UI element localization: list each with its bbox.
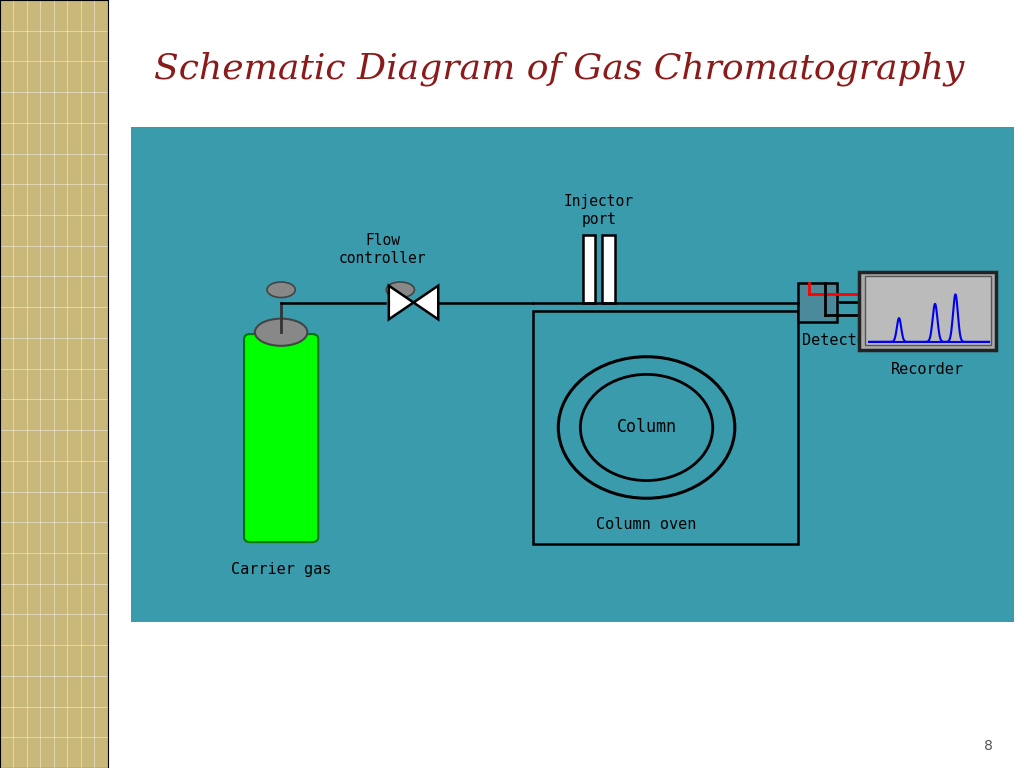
Bar bbox=[859, 272, 996, 349]
Text: Carrier gas: Carrier gas bbox=[231, 562, 332, 577]
Ellipse shape bbox=[267, 282, 295, 297]
Polygon shape bbox=[389, 286, 414, 319]
Ellipse shape bbox=[255, 319, 307, 346]
Text: Schematic Diagram of Gas Chromatography: Schematic Diagram of Gas Chromatography bbox=[154, 52, 964, 86]
FancyBboxPatch shape bbox=[244, 334, 318, 542]
Bar bbox=[583, 235, 595, 303]
Polygon shape bbox=[414, 286, 438, 319]
Text: Column oven: Column oven bbox=[596, 517, 696, 532]
Text: Detector: Detector bbox=[802, 333, 874, 348]
Ellipse shape bbox=[386, 282, 415, 297]
Ellipse shape bbox=[581, 375, 713, 481]
Text: Flow
controller: Flow controller bbox=[339, 233, 426, 266]
Bar bbox=[532, 311, 798, 545]
Ellipse shape bbox=[602, 392, 691, 463]
Bar bbox=[798, 283, 838, 322]
Text: Recorder: Recorder bbox=[891, 362, 965, 377]
Text: 8: 8 bbox=[984, 739, 993, 753]
Text: Injector
port: Injector port bbox=[564, 194, 634, 227]
Bar bbox=[864, 276, 991, 346]
Bar bbox=[602, 235, 614, 303]
Text: Column: Column bbox=[616, 419, 677, 436]
